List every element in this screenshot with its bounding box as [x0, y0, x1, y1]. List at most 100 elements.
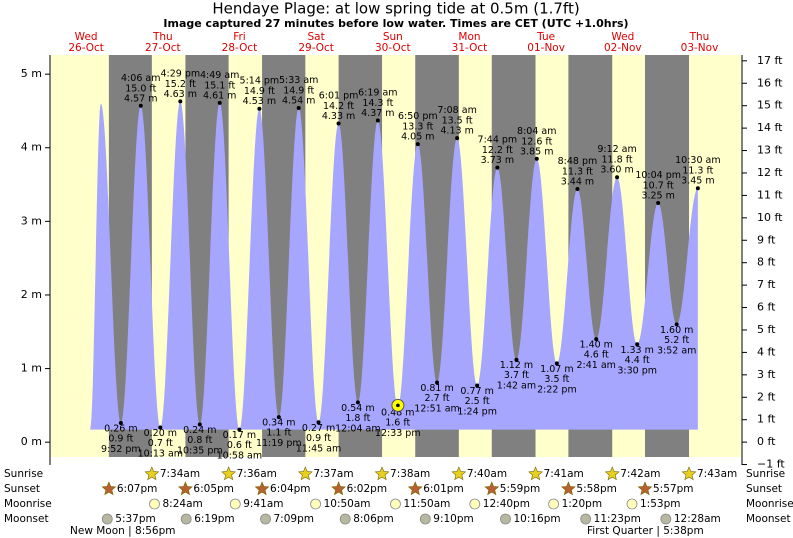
y2-tick-label: 2 ft [757, 390, 776, 403]
sunset-time: 6:01pm [423, 483, 463, 495]
moonset-icon [580, 513, 592, 525]
tide-height-m: 0.77 m [460, 386, 493, 397]
moonrise-icon [229, 498, 241, 510]
tide-time: 3:30 pm [617, 365, 657, 376]
tide-height-ft: 4.4 ft [625, 355, 650, 366]
sunrise-time: 7:40am [467, 468, 507, 480]
moon-phase: New Moon | 8:56pm [70, 525, 176, 537]
tide-height-m: 4.33 m [322, 111, 355, 122]
moonrise-icon [469, 498, 481, 510]
tide-time: 10:35 pm [177, 446, 223, 457]
current-dot [396, 403, 400, 408]
tide-height-ft: 1.6 ft [385, 417, 410, 428]
tide-extreme [674, 322, 679, 327]
y2-tick-label: 12 ft [757, 166, 783, 179]
tide-time: 5:33 am [279, 75, 318, 86]
moonset-icon [339, 513, 351, 525]
moonrise-time: 1:20pm [562, 498, 602, 510]
tide-height-m: 1.12 m [500, 360, 533, 371]
sunset-icon [178, 481, 193, 496]
tide-height-m: 4.05 m [401, 132, 434, 143]
tide-height-ft: 1.8 ft [345, 413, 370, 424]
moonrise-icon [149, 498, 160, 510]
tide-time: 2:41 am [577, 360, 616, 371]
tide-extreme [594, 337, 599, 342]
sunrise-icon [221, 466, 237, 481]
y2-tick-label: 5 ft [757, 323, 776, 336]
tide-extreme [355, 400, 360, 405]
tide-time: 12:33 pm [375, 428, 421, 439]
moonrise-time: 10:50am [324, 498, 371, 510]
sunset-time: 5:57pm [653, 483, 693, 495]
y2-tick-label: 3 ft [757, 368, 776, 381]
tide-height-m: 4.37 m [361, 108, 394, 119]
tide-height-m: 0.27 m [302, 423, 335, 434]
row-label: Moonrise [746, 498, 793, 510]
sunrise-icon [681, 466, 697, 481]
tide-time: 8:48 pm [558, 156, 598, 167]
tide-height-m: 3.45 m [681, 176, 714, 187]
sunset-time: 6:05pm [193, 483, 233, 495]
tide-time: 4:29 pm [160, 68, 200, 79]
tide-time: 6:50 pm [398, 111, 438, 122]
chart-title: Hendaye Plage: at low spring tide at 0.5… [212, 0, 579, 18]
day-date: 27-Oct [145, 42, 181, 54]
tide-height-ft: 11.8 ft [602, 155, 633, 166]
day-date: 31-Oct [452, 42, 488, 54]
y2-tick-label: 8 ft [757, 256, 776, 269]
tide-time: 4:06 am [121, 73, 160, 84]
tide-height-ft: 0.9 ft [306, 433, 331, 444]
tide-height-m: 1.07 m [540, 364, 573, 375]
tide-height-m: 4.13 m [440, 126, 473, 137]
tide-extreme [415, 142, 420, 147]
tide-extreme [296, 105, 301, 110]
sunset-icon [484, 481, 500, 496]
tide-height-ft: 10.7 ft [643, 180, 674, 191]
tide-height-ft: 12.6 ft [521, 136, 552, 147]
tide-height-m: 1.60 m [660, 325, 693, 336]
tide-time: 2:22 pm [537, 384, 577, 395]
tide-height-ft: 3.5 ft [544, 374, 569, 385]
tide-time: 7:08 am [437, 105, 476, 116]
row-label: Sunset [746, 483, 782, 495]
y2-tick-label: 1 ft [757, 413, 776, 426]
tide-height-ft: 13.3 ft [402, 122, 433, 133]
sunset-icon [101, 481, 117, 496]
moonrise-time: 12:40pm [483, 498, 530, 510]
moonset-time: 11:23pm [594, 513, 641, 525]
tide-height-ft: 11.3 ft [562, 166, 593, 177]
day-name: Sun [383, 31, 403, 43]
y2-tick-label: 4 ft [757, 345, 776, 358]
sunset-icon [637, 481, 653, 496]
tide-time: 11:45 am [296, 443, 341, 454]
row-label: Moonset [746, 513, 791, 525]
tide-height-m: 3.85 m [520, 146, 553, 157]
sunset-icon [561, 481, 576, 496]
tide-height-ft: 14.3 ft [362, 98, 393, 109]
tide-area [90, 101, 698, 430]
tide-height-ft: 15.2 ft [165, 79, 196, 90]
tide-height-m: 1.33 m [620, 345, 653, 356]
sunrise-icon [604, 466, 620, 481]
tide-time: 10:30 am [675, 155, 720, 166]
day-name: Tue [536, 31, 555, 43]
moonset-icon [500, 513, 511, 525]
tide-extreme [197, 422, 202, 427]
tide-height-ft: 3.7 ft [504, 370, 529, 381]
tide-time: 10:04 pm [635, 170, 681, 181]
moonset-time: 8:06pm [353, 513, 393, 525]
moonset-icon [101, 513, 113, 525]
moonset-time: 9:10pm [433, 513, 473, 525]
moonset-icon [260, 513, 271, 525]
tide-time: 5:14 pm [240, 76, 280, 87]
y-tick-label: 3 m [21, 214, 42, 227]
moonrise-icon [390, 498, 401, 510]
moonset-time: 6:19pm [194, 513, 234, 525]
sunrise-icon [451, 466, 467, 481]
moonset-time: 7:09pm [274, 513, 314, 525]
y-tick-label: 2 m [21, 288, 42, 301]
tide-height-m: 1.40 m [580, 340, 613, 351]
tide-height-m: 0.24 m [183, 425, 216, 436]
tide-height-ft: 4.6 ft [584, 350, 609, 361]
y-tick-label: 5 m [21, 67, 42, 80]
